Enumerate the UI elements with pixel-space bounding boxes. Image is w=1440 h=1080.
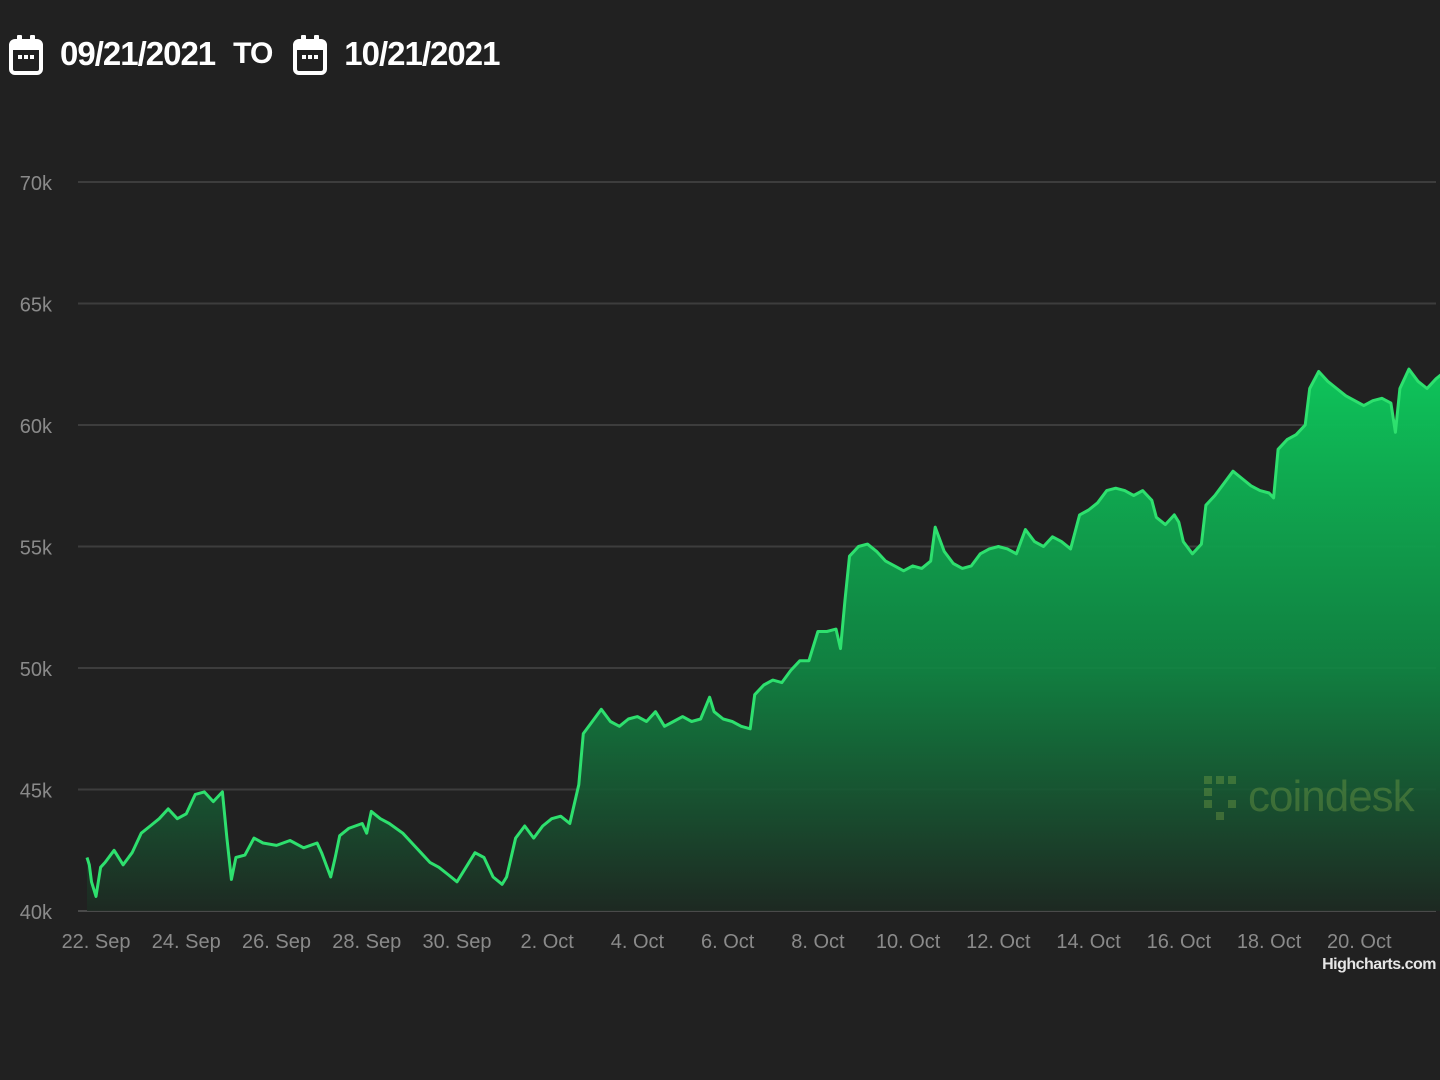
line-series	[85, 367, 1440, 898]
x-tick-label: 22. Sep	[62, 931, 131, 953]
x-tick-label: 24. Sep	[152, 931, 221, 953]
x-tick-label: 4. Oct	[611, 931, 665, 953]
date-range-bar: 09/21/2021 TO 10/21/2021	[0, 22, 500, 86]
x-tick-label: 28. Sep	[332, 931, 401, 953]
x-tick-label: 12. Oct	[966, 931, 1031, 953]
x-axis: 22. Sep 24. Sep 26. Sep 28. Sep 30. Sep 2. Oc…	[62, 931, 1392, 953]
x-tick-label: 26. Sep	[242, 931, 311, 953]
coindesk-logo-icon	[1204, 776, 1236, 820]
calendar-icon[interactable]	[290, 31, 330, 77]
x-tick-label: 18. Oct	[1237, 931, 1302, 953]
area-fill	[87, 369, 1440, 911]
x-tick-label: 10. Oct	[876, 931, 941, 953]
x-tick-label: 8. Oct	[791, 931, 845, 953]
watermark-text: coindesk	[1248, 772, 1415, 821]
start-date[interactable]: 09/21/2021	[60, 35, 216, 72]
price-line	[85, 367, 1440, 898]
highcharts-credit[interactable]: Highcharts.com	[1322, 956, 1436, 973]
y-tick-label: 40k	[20, 902, 53, 924]
x-tick-label: 2. Oct	[521, 931, 575, 953]
end-date[interactable]: 10/21/2021	[344, 35, 500, 72]
calendar-icon[interactable]	[6, 31, 46, 77]
x-tick-label: 6. Oct	[701, 931, 755, 953]
y-tick-label: 60k	[20, 416, 53, 438]
x-tick-label: 16. Oct	[1147, 931, 1212, 953]
coindesk-watermark: coindesk	[1200, 772, 1415, 822]
x-tick-label: 30. Sep	[423, 931, 492, 953]
x-tick-label: 14. Oct	[1056, 931, 1121, 953]
y-tick-label: 65k	[20, 295, 53, 317]
x-tick-label: 20. Oct	[1327, 931, 1392, 953]
y-tick-label: 55k	[20, 538, 53, 560]
y-axis: 40k 45k 50k 55k 60k 65k 70k	[20, 173, 53, 924]
y-tick-label: 50k	[20, 659, 53, 681]
y-tick-label: 45k	[20, 781, 53, 803]
date-separator: TO	[233, 37, 273, 70]
y-tick-label: 70k	[20, 173, 53, 195]
area-series	[87, 369, 1440, 911]
